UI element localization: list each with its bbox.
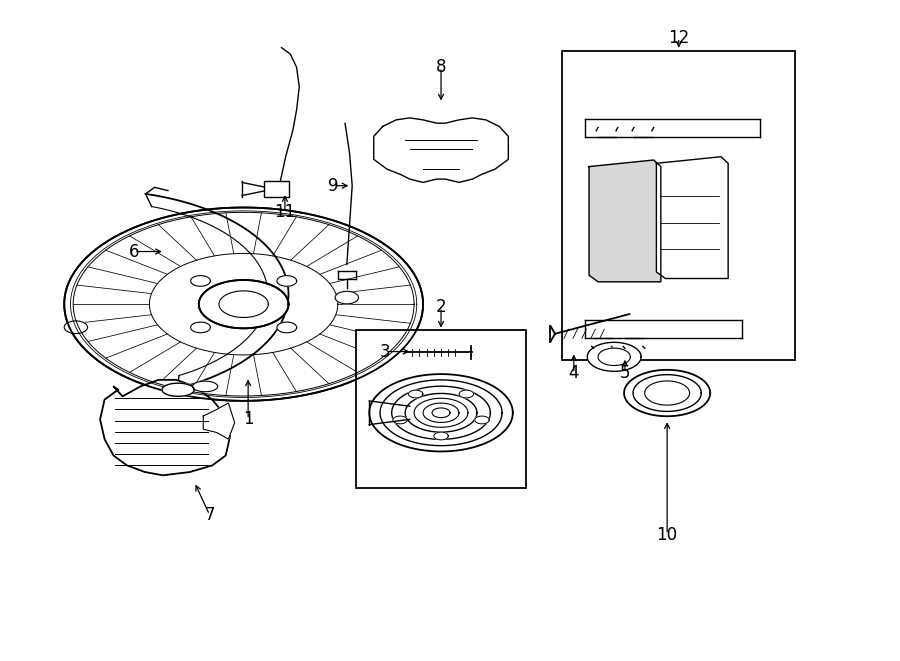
Polygon shape xyxy=(598,348,630,366)
Polygon shape xyxy=(414,399,468,427)
Polygon shape xyxy=(162,383,194,397)
Polygon shape xyxy=(64,208,423,401)
Polygon shape xyxy=(277,322,297,332)
Polygon shape xyxy=(369,374,513,451)
Polygon shape xyxy=(590,160,661,282)
Polygon shape xyxy=(64,321,87,334)
Polygon shape xyxy=(656,157,728,278)
Polygon shape xyxy=(193,381,218,392)
Polygon shape xyxy=(434,432,448,440)
Text: 9: 9 xyxy=(328,176,338,195)
Text: 8: 8 xyxy=(436,58,446,76)
Text: 7: 7 xyxy=(204,506,215,524)
Polygon shape xyxy=(199,280,289,329)
Polygon shape xyxy=(644,381,689,405)
Polygon shape xyxy=(423,403,459,422)
Polygon shape xyxy=(203,403,235,439)
Polygon shape xyxy=(409,390,423,398)
Polygon shape xyxy=(191,322,211,332)
Polygon shape xyxy=(588,342,641,371)
Polygon shape xyxy=(432,408,450,418)
Bar xyxy=(265,180,290,197)
Polygon shape xyxy=(475,416,490,424)
Polygon shape xyxy=(405,393,477,432)
Polygon shape xyxy=(393,416,407,424)
Polygon shape xyxy=(277,276,297,286)
Polygon shape xyxy=(624,369,710,416)
Polygon shape xyxy=(146,194,289,389)
Text: 11: 11 xyxy=(274,203,295,221)
Bar xyxy=(562,51,796,360)
Polygon shape xyxy=(374,118,508,182)
Polygon shape xyxy=(633,375,701,411)
Text: 5: 5 xyxy=(620,364,630,382)
Text: 4: 4 xyxy=(569,364,579,382)
Text: 10: 10 xyxy=(657,525,678,543)
Text: 2: 2 xyxy=(436,299,446,317)
Text: 6: 6 xyxy=(129,243,140,260)
Text: 12: 12 xyxy=(668,28,689,46)
Text: 3: 3 xyxy=(380,342,391,360)
Polygon shape xyxy=(100,380,230,475)
Polygon shape xyxy=(191,276,211,286)
Polygon shape xyxy=(392,386,491,440)
Polygon shape xyxy=(459,390,473,398)
Text: 1: 1 xyxy=(243,410,254,428)
Polygon shape xyxy=(335,292,358,304)
Polygon shape xyxy=(380,380,502,446)
Bar xyxy=(356,330,526,488)
